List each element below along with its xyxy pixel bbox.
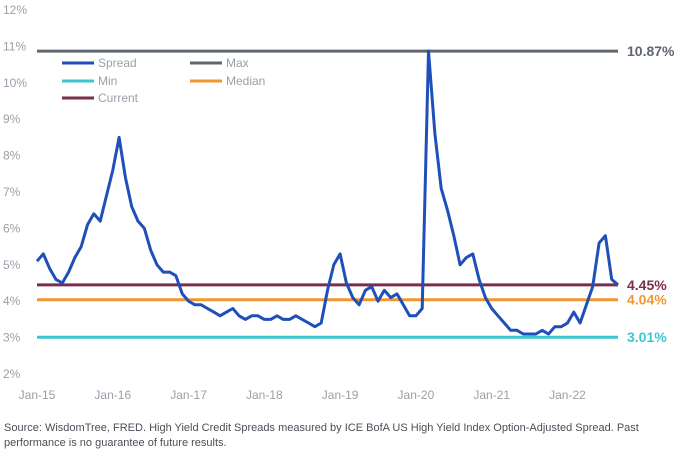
- legend-label-current: Current: [98, 91, 139, 105]
- legend: Spread Max Min Median Current: [62, 56, 265, 105]
- y-tick-label: 10%: [3, 76, 27, 90]
- spread-series-line: [35, 49, 619, 336]
- y-tick-label: 3%: [3, 331, 21, 345]
- legend-label-max: Max: [226, 56, 249, 70]
- x-tick-label: Jan-22: [549, 388, 586, 402]
- y-tick-label: 7%: [3, 185, 21, 199]
- y-tick-label: 5%: [3, 258, 21, 272]
- x-axis: Jan-15 Jan-16 Jan-17 Jan-18 Jan-19 Jan-20 Jan-…: [19, 388, 586, 402]
- x-tick-label: Jan-18: [246, 388, 283, 402]
- x-tick-label: Jan-17: [170, 388, 207, 402]
- y-tick-label: 6%: [3, 221, 21, 235]
- legend-label-spread: Spread: [98, 56, 137, 70]
- max-value-label: 10.87%: [627, 43, 675, 59]
- legend-label-median: Median: [226, 74, 265, 88]
- y-tick-label: 9%: [3, 112, 21, 126]
- y-tick-label: 8%: [3, 149, 21, 163]
- y-tick-label: 2%: [3, 367, 21, 381]
- x-tick-label: Jan-20: [398, 388, 435, 402]
- y-axis: 2% 3% 4% 5% 6% 7% 8% 9% 10% 11% 12%: [3, 3, 27, 381]
- series-group: [35, 49, 619, 336]
- x-tick-label: Jan-19: [322, 388, 359, 402]
- legend-label-min: Min: [98, 74, 117, 88]
- source-note: Source: WisdomTree, FRED. High Yield Cre…: [4, 422, 639, 449]
- x-tick-label: Jan-16: [94, 388, 131, 402]
- y-tick-label: 12%: [3, 3, 27, 17]
- x-tick-label: Jan-21: [473, 388, 510, 402]
- current-value-label: 4.45%: [627, 277, 667, 293]
- y-tick-label: 4%: [3, 294, 21, 308]
- y-tick-label: 11%: [3, 39, 26, 53]
- high-yield-spread-chart: 2%3%4%5%6%7%8%9%10%11%12% Jan-15 Jan-16 Ja…: [3, 3, 675, 402]
- median-value-label: 4.04%: [627, 292, 667, 308]
- min-value-label: 3.01%: [627, 329, 667, 345]
- x-tick-label: Jan-15: [19, 388, 56, 402]
- reference-labels: 10.87% 3.01% 4.04%4.45%: [627, 43, 675, 345]
